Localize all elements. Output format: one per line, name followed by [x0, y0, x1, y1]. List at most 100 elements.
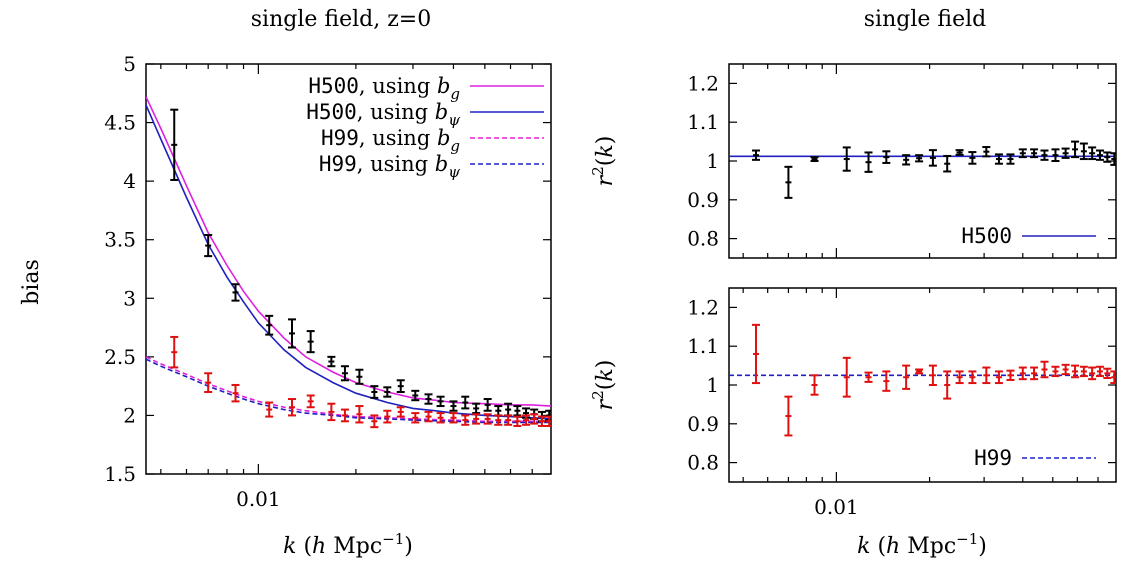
y-tick-label: 0.9 — [687, 188, 719, 212]
data-point — [1110, 152, 1116, 166]
data-point — [306, 394, 315, 409]
data-point — [994, 153, 1003, 165]
y-tick-label: 2 — [123, 403, 136, 427]
data-point — [513, 405, 522, 417]
data-point — [1051, 365, 1060, 378]
left-chart-title: single field, z=0 — [251, 7, 431, 32]
data-point — [1071, 364, 1080, 379]
data-point — [1061, 363, 1070, 376]
data-point — [436, 412, 445, 424]
data-point — [1095, 365, 1104, 378]
legend-entry: H99, using bψ — [319, 152, 460, 181]
data-point — [472, 413, 481, 425]
data-point — [383, 409, 392, 424]
data-point — [955, 149, 964, 156]
y-tick-label: 1.2 — [687, 295, 719, 319]
data-point — [436, 395, 445, 408]
data-point — [231, 383, 240, 403]
data-point — [1088, 366, 1097, 381]
data-point — [355, 405, 364, 424]
x-tick-label: 0.01 — [236, 487, 281, 511]
bias-chart: 1.5 2 2.5 3 3.5 4 4.5 5 0.01k (h Mpc−1) H500, usi… — [104, 52, 552, 559]
data-point — [902, 364, 911, 390]
series-line — [146, 96, 551, 407]
data-point — [355, 368, 364, 385]
data-point — [982, 366, 991, 385]
data-point — [494, 405, 503, 417]
data-point — [1030, 366, 1039, 381]
data-point — [424, 393, 433, 405]
y-tick-label: 1.5 — [104, 462, 136, 486]
data-point — [530, 413, 539, 425]
data-point — [968, 370, 977, 385]
x-tick-label: 0.01 — [814, 495, 859, 519]
y-tick-label: 1.1 — [687, 110, 719, 134]
y-tick-label: 3 — [123, 286, 136, 310]
data-point — [943, 370, 952, 400]
y-tick-label: 0.8 — [687, 227, 719, 251]
data-point — [751, 149, 760, 161]
data-point — [882, 150, 891, 164]
data-point — [994, 370, 1003, 385]
data-point — [483, 398, 492, 412]
data-point — [449, 412, 458, 424]
data-point — [915, 368, 924, 375]
data-point — [461, 395, 470, 410]
data-point — [327, 355, 336, 368]
data-point — [864, 371, 873, 383]
data-point — [396, 406, 405, 418]
data-point — [545, 415, 551, 427]
data-point — [1079, 365, 1088, 378]
y-axis-label: r2(k) — [589, 360, 618, 411]
data-point — [411, 389, 420, 402]
data-point — [288, 318, 297, 349]
y-tick-label: 1.1 — [687, 334, 719, 358]
data-point — [1006, 153, 1015, 165]
series-line — [146, 356, 551, 423]
data-point — [915, 154, 924, 163]
data-point — [882, 370, 891, 392]
data-point — [383, 386, 392, 398]
plot-frame — [145, 63, 552, 475]
plot-area — [146, 96, 551, 429]
left-chart-ylabel: bias — [19, 259, 44, 305]
x-axis-label: k (h Mpc−1) — [857, 530, 987, 559]
data-point — [504, 414, 513, 426]
right-chart-title: single field — [864, 7, 986, 32]
data-point — [340, 408, 349, 423]
data-point — [1061, 147, 1070, 159]
data-point — [1018, 366, 1027, 381]
data-point — [751, 323, 760, 385]
data-point — [449, 400, 458, 412]
y-tick-label: 4 — [123, 169, 136, 193]
y-tick-label: 3.5 — [104, 228, 136, 252]
y-tick-label: 5 — [123, 52, 136, 76]
data-point — [461, 414, 470, 426]
y-tick-label: 2.5 — [104, 345, 136, 369]
data-point — [396, 379, 405, 393]
y-tick-label: 0.8 — [687, 451, 719, 475]
data-point — [1071, 140, 1080, 159]
data-point — [327, 402, 336, 422]
data-point — [170, 335, 179, 369]
plot-area — [729, 323, 1116, 437]
data-point — [902, 154, 911, 166]
legend-entry: H500, using bg — [308, 74, 460, 103]
y-tick-label: 4.5 — [104, 111, 136, 135]
y-tick-label: 1.2 — [687, 71, 719, 95]
data-point — [842, 146, 851, 172]
legend-entry: H99 — [974, 446, 1012, 470]
data-point — [306, 330, 315, 354]
legend-entry: H500, using bψ — [306, 100, 460, 129]
data-point — [204, 372, 213, 393]
data-point — [982, 146, 991, 158]
data-point — [370, 414, 379, 429]
plot-area — [729, 140, 1116, 199]
data-point — [204, 234, 213, 258]
data-point — [810, 156, 819, 162]
data-point — [928, 149, 937, 167]
data-point — [411, 412, 420, 424]
y-tick-label: 0.9 — [687, 412, 719, 436]
series-line — [146, 358, 551, 424]
